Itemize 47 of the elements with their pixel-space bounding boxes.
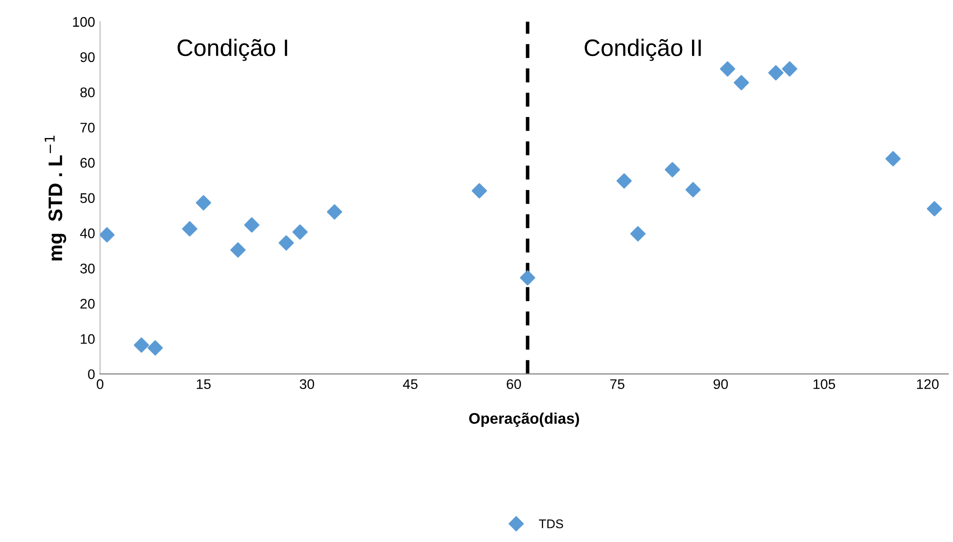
point (664, 162, 680, 178)
x-tick-label: 105 (814, 379, 836, 390)
point (230, 242, 246, 258)
y-tick-label: 70 (80, 122, 95, 133)
annotation: Condição II (584, 38, 701, 61)
point (926, 201, 942, 216)
point (278, 235, 294, 251)
point (630, 226, 646, 242)
point (520, 270, 536, 286)
x-tick-label: 120 (917, 379, 939, 390)
x-tick-label: 75 (610, 379, 624, 390)
point (134, 337, 150, 353)
x-tick-label: 60 (506, 379, 521, 390)
x-tick-label: 15 (196, 379, 211, 390)
annotation: Condição I (178, 38, 288, 61)
point (768, 65, 784, 80)
legend-label: TDS (538, 519, 564, 528)
y-tick-label: 10 (80, 334, 95, 344)
point (100, 227, 115, 242)
x-tick-label: 45 (402, 379, 418, 390)
y-tick-label: 90 (80, 52, 95, 62)
point (326, 204, 342, 220)
point (616, 173, 632, 189)
y-tick-label: 20 (80, 298, 95, 309)
point (885, 151, 901, 166)
point (472, 183, 487, 198)
x-axis-title: Operação(dias) (469, 412, 580, 427)
y-tick-label: 30 (80, 264, 95, 274)
point (292, 224, 308, 240)
point (196, 195, 212, 210)
y-tick-label: 40 (80, 228, 95, 238)
x-tick-label: 90 (714, 379, 728, 390)
x-tick-label: 0 (96, 379, 104, 390)
point (148, 340, 163, 356)
y-tick-label: 80 (80, 87, 95, 98)
x-tick-label: 30 (300, 379, 314, 390)
point (720, 61, 736, 77)
point (685, 182, 701, 198)
y-tick-label: 0 (88, 369, 95, 380)
y-tick-label: 50 (80, 193, 95, 203)
y-tick-label: 60 (80, 158, 95, 168)
point (782, 61, 798, 77)
point (244, 217, 260, 233)
y-axis-title: mg STD . L$^{−1}$ (44, 136, 66, 260)
y-tick-label: 100 (73, 17, 95, 27)
point (182, 221, 198, 236)
point (734, 74, 750, 90)
